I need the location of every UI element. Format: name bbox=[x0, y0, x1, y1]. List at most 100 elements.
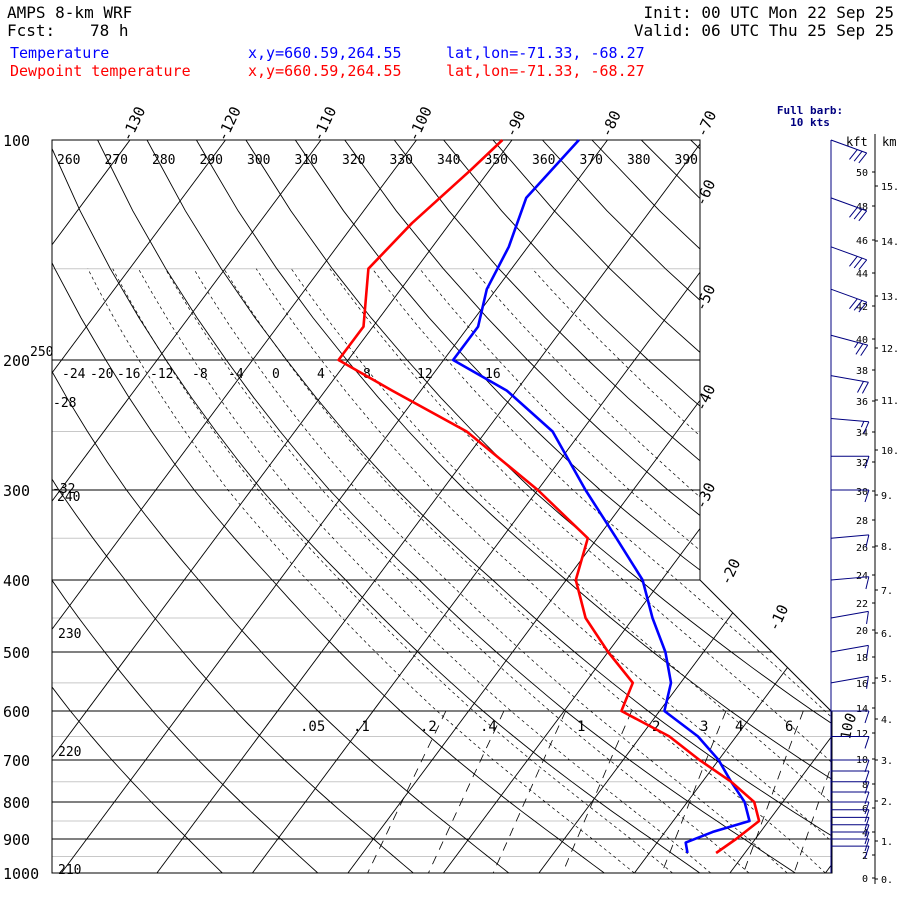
theta-label-290: 290 bbox=[200, 153, 223, 168]
wind-barb-725 bbox=[831, 770, 870, 784]
isotherm-label--50: -50 bbox=[692, 282, 720, 314]
wind-title-line2: 10 kts bbox=[790, 116, 830, 129]
theta-label-370: 370 bbox=[580, 153, 603, 168]
km-label-4.: 4. bbox=[881, 715, 893, 726]
kft-label-0: 0 bbox=[862, 874, 868, 885]
kft-label-2: 2 bbox=[862, 851, 868, 862]
kft-label-40: 40 bbox=[856, 335, 868, 346]
moist-adiabat-4 bbox=[255, 268, 832, 873]
moist-label--4: -4 bbox=[228, 367, 244, 382]
wind-barb-840 bbox=[831, 816, 870, 830]
wind-barb-240 bbox=[830, 417, 870, 434]
pressure-label-300: 300 bbox=[3, 482, 30, 500]
moist-adiabat-8 bbox=[291, 268, 832, 873]
km-label-15.: 15. bbox=[881, 182, 899, 193]
dry-adiabat-310 bbox=[294, 140, 832, 873]
theta-label-340: 340 bbox=[437, 153, 460, 168]
wind-barb-185 bbox=[830, 334, 869, 356]
isotherm-label--20: -20 bbox=[717, 556, 745, 588]
mixing-ratio-label-4: 4 bbox=[735, 719, 743, 735]
moist-label-left--28: -28 bbox=[53, 396, 76, 411]
isotherm--100 bbox=[52, 140, 417, 873]
dry-adiabat-210 bbox=[52, 140, 240, 873]
dry-adiabat-250 bbox=[52, 140, 627, 873]
km-label-0.: 0. bbox=[881, 875, 893, 886]
theta-label-left-210: 210 bbox=[58, 863, 81, 878]
kft-label-22: 22 bbox=[856, 599, 868, 610]
wind-barb-550 bbox=[830, 675, 869, 689]
kft-label-44: 44 bbox=[856, 269, 868, 280]
isotherm-label--70: -70 bbox=[693, 108, 721, 140]
km-label-3.: 3. bbox=[881, 756, 893, 767]
wind-barb-350 bbox=[830, 534, 870, 548]
isotherm-label--30: -30 bbox=[692, 480, 720, 512]
moist-label-4: 4 bbox=[317, 367, 325, 382]
km-label-10.: 10. bbox=[881, 446, 899, 457]
theta-label-380: 380 bbox=[627, 153, 650, 168]
moist-adiabat-24 bbox=[472, 268, 832, 873]
forecast-label: Fcst: bbox=[7, 21, 56, 40]
moist-adiabat-20 bbox=[419, 268, 832, 873]
kft-label-38: 38 bbox=[856, 366, 868, 377]
clipped-grid bbox=[52, 140, 832, 873]
moist-label--8: -8 bbox=[192, 367, 208, 382]
forecast-hour: 78 h bbox=[90, 21, 129, 40]
kft-label-12: 12 bbox=[856, 729, 868, 740]
moist-adiabat--20 bbox=[87, 268, 635, 873]
pressure-label-900: 900 bbox=[3, 831, 30, 849]
pressure-label-600: 600 bbox=[3, 703, 30, 721]
isotherm--120 bbox=[52, 140, 226, 873]
moist-label-8: 8 bbox=[363, 367, 371, 382]
mixing-ratio-label-.2: .2 bbox=[420, 719, 437, 735]
theta-label-260: 260 bbox=[57, 153, 80, 168]
km-label-1.: 1. bbox=[881, 837, 893, 848]
wind-panel: Full barb:10 ktskftkm5048464442403836343… bbox=[777, 104, 899, 886]
legend-temperature-xy: x,y=660.59,264.55 bbox=[248, 44, 402, 62]
mixing-ratio-2 bbox=[743, 710, 804, 873]
wind-barb-210 bbox=[830, 375, 869, 394]
theta-label-330: 330 bbox=[390, 153, 413, 168]
moist-label-16: 16 bbox=[485, 367, 501, 382]
isotherm-label--110: -110 bbox=[309, 104, 341, 144]
moist-adiabat--12 bbox=[138, 268, 712, 873]
theta-label-360: 360 bbox=[532, 153, 555, 168]
dry-adiabat-370 bbox=[591, 140, 832, 873]
mixing-ratio-label-10: 10 bbox=[838, 721, 857, 740]
isotherm--80 bbox=[61, 140, 608, 873]
km-label-9.: 9. bbox=[881, 491, 893, 502]
mixing-ratio-1 bbox=[661, 710, 727, 873]
legend-dewpoint-xy: x,y=660.59,264.55 bbox=[248, 62, 402, 80]
pressure-label-800: 800 bbox=[3, 794, 30, 812]
wind-barb-160 bbox=[830, 288, 868, 313]
km-label-13.: 13. bbox=[881, 292, 899, 303]
isotherm-label--60: -60 bbox=[692, 177, 720, 209]
moist-label-12: 12 bbox=[417, 367, 433, 382]
wind-barb-140 bbox=[830, 246, 868, 271]
wind-barb-700 bbox=[831, 759, 870, 773]
moist-label-left--32: -32 bbox=[52, 482, 75, 497]
kft-label-16: 16 bbox=[856, 679, 868, 690]
legend-temperature-latlon: lat,lon=-71.33, -68.27 bbox=[446, 44, 645, 62]
model-title: AMPS 8-km WRF bbox=[7, 3, 133, 22]
wind-barb-920 bbox=[831, 845, 870, 859]
theta-label-310: 310 bbox=[295, 153, 318, 168]
series-layer bbox=[337, 139, 761, 855]
mixing-ratio-label-6: 6 bbox=[785, 719, 793, 735]
theta-label-left-220: 220 bbox=[58, 745, 81, 760]
kft-label-8: 8 bbox=[862, 780, 868, 791]
series-temperature bbox=[451, 139, 751, 854]
dry-adiabat-240 bbox=[52, 140, 530, 873]
theta-label-320: 320 bbox=[342, 153, 365, 168]
km-label-5.: 5. bbox=[881, 674, 893, 685]
isotherm--20 bbox=[634, 140, 832, 873]
wind-barb-800 bbox=[831, 801, 870, 815]
theta-label-280: 280 bbox=[152, 153, 175, 168]
dry-adiabat-270 bbox=[97, 140, 821, 873]
km-label-2.: 2. bbox=[881, 797, 893, 808]
pressure-label-200: 200 bbox=[3, 352, 30, 370]
kft-label-30: 30 bbox=[856, 487, 868, 498]
dry-adiabat-290 bbox=[196, 140, 832, 873]
kft-label-26: 26 bbox=[856, 543, 868, 554]
moist-label--16: -16 bbox=[117, 367, 140, 382]
